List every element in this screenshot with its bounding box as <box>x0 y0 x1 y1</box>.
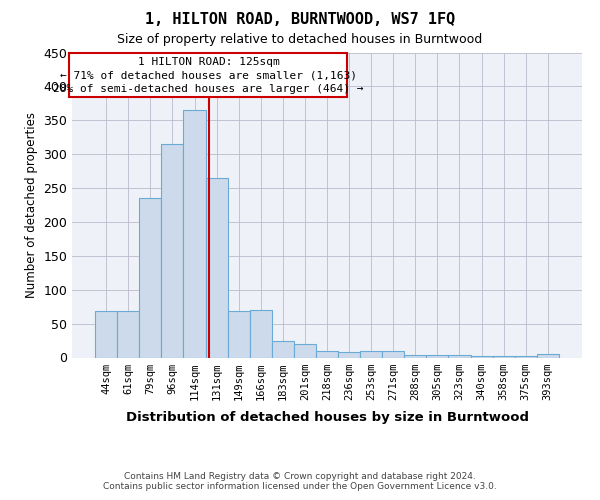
Bar <box>470 356 493 358</box>
Text: 1, HILTON ROAD, BURNTWOOD, WS7 1FQ: 1, HILTON ROAD, BURNTWOOD, WS7 1FQ <box>145 12 455 28</box>
Bar <box>427 356 448 358</box>
Bar <box>537 354 559 358</box>
Bar <box>360 350 382 358</box>
Text: Contains public sector information licensed under the Open Government Licence v3: Contains public sector information licen… <box>103 482 497 491</box>
Bar <box>139 198 161 358</box>
Bar <box>515 356 537 358</box>
Text: 28% of semi-detached houses are larger (464) →: 28% of semi-detached houses are larger (… <box>53 84 364 94</box>
Text: 1 HILTON ROAD: 125sqm: 1 HILTON ROAD: 125sqm <box>137 57 280 67</box>
Bar <box>227 312 250 358</box>
Bar <box>404 356 427 358</box>
Bar <box>184 110 206 358</box>
Bar <box>338 352 360 358</box>
Bar <box>161 144 184 358</box>
Bar <box>448 356 470 358</box>
Y-axis label: Number of detached properties: Number of detached properties <box>25 112 38 298</box>
Text: ← 71% of detached houses are smaller (1,163): ← 71% of detached houses are smaller (1,… <box>60 70 357 81</box>
Bar <box>117 312 139 358</box>
Bar <box>272 340 294 357</box>
Bar <box>294 344 316 358</box>
Text: Contains HM Land Registry data © Crown copyright and database right 2024.: Contains HM Land Registry data © Crown c… <box>124 472 476 481</box>
Bar <box>206 178 227 358</box>
Bar <box>382 350 404 358</box>
X-axis label: Distribution of detached houses by size in Burntwood: Distribution of detached houses by size … <box>125 411 529 424</box>
Bar <box>95 312 117 358</box>
FancyBboxPatch shape <box>70 52 347 96</box>
Bar <box>493 356 515 358</box>
Bar <box>316 350 338 358</box>
Bar <box>250 310 272 358</box>
Text: Size of property relative to detached houses in Burntwood: Size of property relative to detached ho… <box>118 32 482 46</box>
